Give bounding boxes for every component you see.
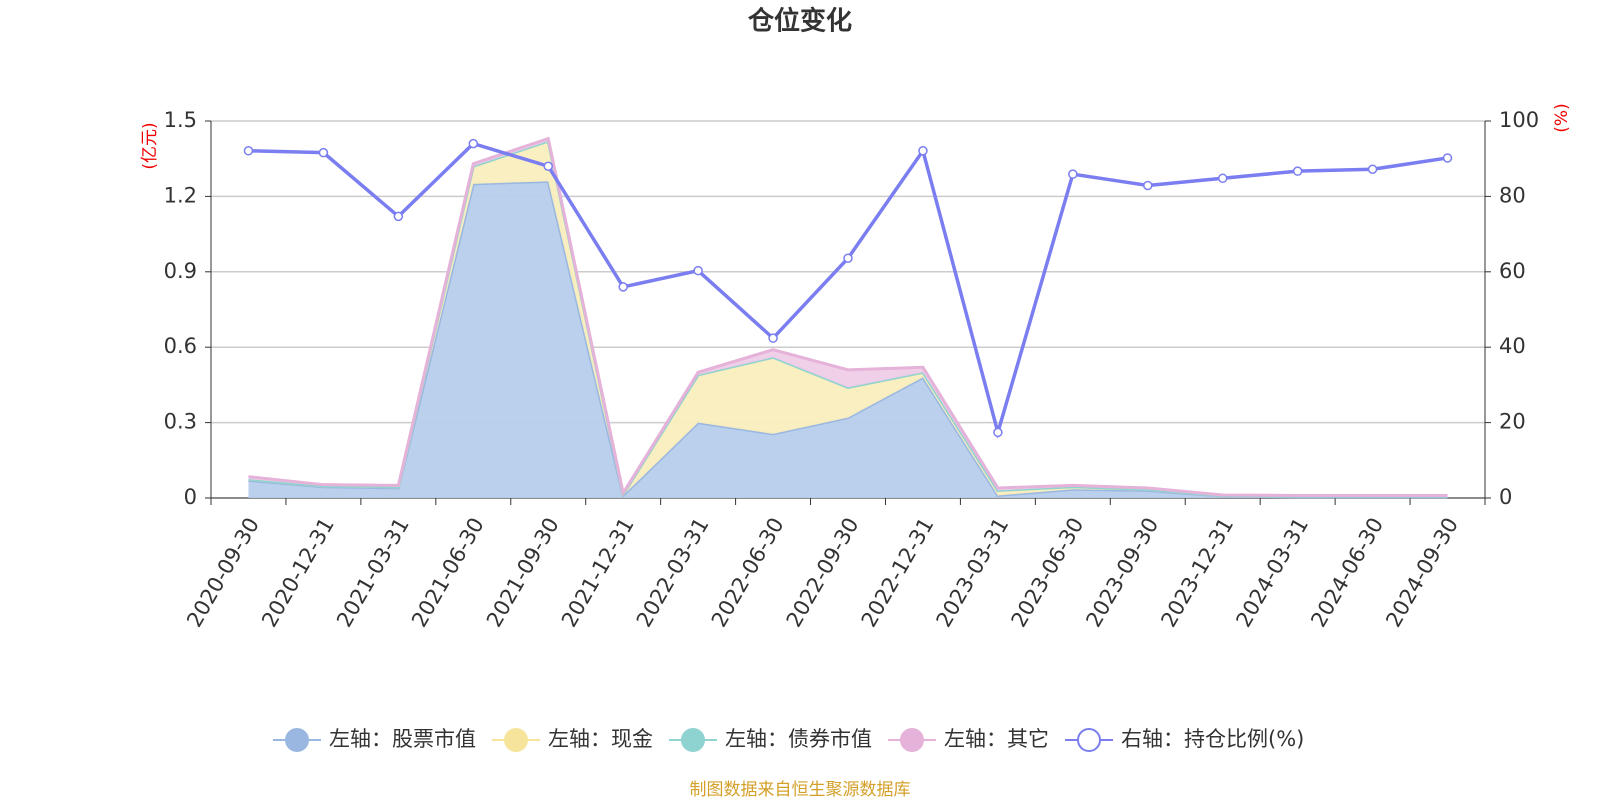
x-tick-label: 2021-06-30 <box>407 514 489 632</box>
legend-label: 左轴：其它 <box>944 727 1049 751</box>
area-fill <box>248 181 1448 498</box>
x-tick-label: 2023-09-30 <box>1081 514 1163 632</box>
x-tick-label: 2022-12-31 <box>857 514 939 632</box>
legend-label: 右轴：持仓比例(%) <box>1121 727 1304 751</box>
x-tick-label: 2022-06-30 <box>707 514 789 632</box>
y2-tick-label: 0 <box>1499 485 1512 509</box>
y2-tick-label: 20 <box>1499 410 1526 434</box>
x-tick-label: 2021-03-31 <box>332 514 414 632</box>
x-tick-label: 2020-09-30 <box>182 514 264 632</box>
x-tick-label: 2023-12-31 <box>1156 514 1238 632</box>
y-axis-label: (亿元) <box>140 122 160 169</box>
ratio-point <box>693 265 703 276</box>
ratio-point <box>1442 153 1453 163</box>
ratio-point <box>468 138 479 149</box>
y2-axis-label: (%) <box>1552 103 1572 132</box>
chart-title: 仓位变化 <box>747 6 852 37</box>
legend-marker <box>1077 728 1101 752</box>
ratio-point <box>843 253 853 263</box>
x-tick-label: 2024-09-30 <box>1381 514 1463 632</box>
legend-marker <box>681 728 705 752</box>
y-tick-label: 1.2 <box>164 183 197 207</box>
x-tick-label: 2023-06-30 <box>1007 514 1089 632</box>
y-tick-label: 0.3 <box>164 410 197 434</box>
x-tick-label: 2022-03-31 <box>632 514 714 632</box>
ratio-point <box>318 147 329 158</box>
y2-tick-label: 100 <box>1499 108 1539 132</box>
legend-marker <box>285 728 309 752</box>
x-tick-label: 2021-12-31 <box>557 514 639 632</box>
ratio-point <box>243 146 254 156</box>
x-tick-label: 2022-09-30 <box>782 514 864 632</box>
ratio-point <box>393 211 404 222</box>
ratio-point <box>1068 169 1078 179</box>
x-tick-label: 2020-12-31 <box>257 514 339 632</box>
x-tick-label: 2023-03-31 <box>932 514 1014 632</box>
y-tick-label: 0.9 <box>164 259 197 283</box>
legend-marker <box>504 728 528 752</box>
ratio-point <box>543 161 553 171</box>
ratio-point <box>768 333 778 343</box>
ratio-point <box>918 146 928 156</box>
y-tick-label: 0 <box>184 485 197 509</box>
legend-marker <box>900 728 924 752</box>
ratio-point <box>1292 166 1303 176</box>
y2-tick-label: 60 <box>1499 259 1526 283</box>
source-note: 制图数据来自恒生聚源数据库 <box>690 780 911 800</box>
x-tick-label: 2024-03-31 <box>1231 514 1313 632</box>
ratio-point <box>1143 180 1153 191</box>
x-tick-label: 2021-09-30 <box>482 514 564 632</box>
y2-tick-label: 40 <box>1499 334 1526 358</box>
ratio-point <box>618 282 628 292</box>
y2-tick-label: 80 <box>1499 183 1526 207</box>
legend-label: 左轴：现金 <box>548 727 653 751</box>
ratio-point <box>1367 164 1378 175</box>
legend-label: 左轴：股票市值 <box>329 727 476 751</box>
y-tick-label: 0.6 <box>164 334 197 358</box>
ratio-point <box>993 427 1003 438</box>
x-tick-label: 2024-06-30 <box>1306 514 1388 632</box>
legend-label: 左轴：债券市值 <box>725 727 872 751</box>
ratio-point <box>1217 173 1228 184</box>
area-line <box>248 136 1448 497</box>
y-tick-label: 1.5 <box>164 108 197 132</box>
